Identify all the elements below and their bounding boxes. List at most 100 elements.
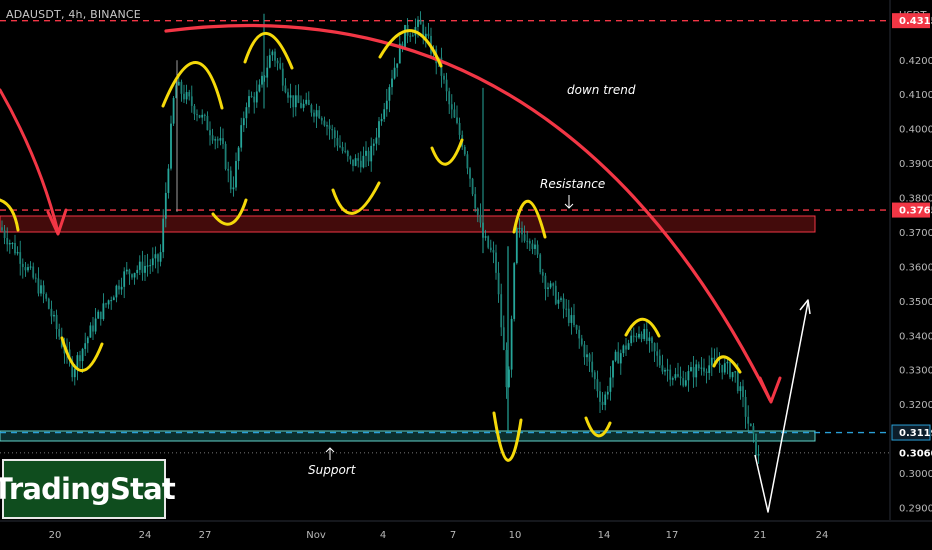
candle-body — [141, 261, 144, 273]
candle-body — [227, 168, 230, 171]
candle-body — [638, 333, 640, 338]
candle-body — [248, 96, 250, 108]
candle-body — [128, 269, 131, 275]
candle-body — [463, 146, 466, 155]
candle-body — [237, 147, 240, 162]
candle-body — [391, 78, 393, 88]
candle-body — [224, 143, 227, 169]
candle-body — [443, 75, 445, 80]
candle-body — [110, 300, 113, 302]
candle-body — [196, 114, 198, 116]
candle-body — [89, 325, 92, 338]
mark-11 — [584, 416, 612, 438]
candle-body — [253, 96, 256, 103]
candle-body — [118, 285, 120, 290]
candle-body — [94, 318, 97, 332]
candle-body — [526, 240, 529, 242]
candle-body — [133, 273, 136, 278]
candle-body — [112, 297, 115, 301]
candle-body — [268, 55, 271, 68]
candle-body — [630, 335, 633, 344]
candle-body — [14, 242, 16, 254]
candle-body — [747, 416, 750, 424]
candle-body — [188, 92, 191, 97]
candle-body — [466, 154, 469, 169]
y-tick-label: 0.4000 — [899, 125, 932, 136]
candle-body — [333, 130, 336, 138]
candle-body — [341, 146, 344, 151]
candle-body — [752, 426, 755, 434]
candles-layer — [1, 11, 760, 464]
candle-body — [687, 371, 690, 381]
candle-body — [417, 19, 419, 27]
x-tick-label: 10 — [509, 530, 522, 541]
candle-body — [573, 315, 575, 325]
candle-body — [609, 377, 612, 392]
candle-body — [32, 266, 35, 278]
candle-body — [505, 350, 508, 388]
candle-body — [682, 378, 685, 386]
candle-body — [502, 327, 505, 351]
candle-body — [84, 343, 87, 349]
x-tick-label: 24 — [139, 530, 152, 541]
candle-body — [157, 254, 159, 262]
candle-body — [541, 272, 544, 276]
candle-body — [294, 95, 297, 108]
candle-body — [107, 300, 110, 305]
candle-body — [380, 119, 383, 122]
candle-body — [736, 371, 739, 392]
price-level-tag — [892, 445, 930, 461]
candle-body — [713, 357, 716, 360]
candle-body — [292, 95, 295, 108]
candle-body — [487, 236, 490, 248]
y-tick-label: 0.2900 — [899, 503, 932, 514]
candle-body — [307, 99, 310, 105]
candle-body — [318, 110, 321, 118]
candle-body — [684, 380, 687, 386]
candle-body — [346, 150, 349, 157]
candle-body — [378, 121, 380, 138]
candle-body — [144, 265, 146, 273]
candle-body — [16, 252, 19, 254]
candle-body — [570, 315, 573, 323]
candle-body — [635, 335, 638, 338]
candle-body — [245, 107, 248, 119]
candle-body — [97, 311, 100, 319]
candle-body — [240, 125, 243, 148]
candle-body — [619, 353, 622, 364]
candle-body — [354, 158, 357, 166]
price-axis[interactable]: 0.4200 0.4100 0.4000 0.3900 0.3800 0.3700 0.36… — [891, 13, 932, 514]
mark-3 — [161, 61, 224, 110]
candle-body — [313, 112, 315, 117]
candle-body — [284, 85, 287, 93]
candle-body — [370, 145, 373, 162]
candle-body — [120, 286, 123, 290]
candle-body — [666, 369, 669, 371]
candle-body — [138, 261, 141, 270]
candle-body — [3, 230, 6, 238]
candle-body — [372, 143, 375, 146]
candle-body — [136, 269, 139, 274]
candle-body — [404, 24, 406, 49]
candle-body — [68, 349, 71, 360]
candle-body — [513, 263, 516, 319]
candle-body — [76, 355, 79, 369]
candle-body — [515, 227, 518, 264]
candle-body — [21, 263, 24, 268]
candle-body — [450, 104, 453, 110]
resistance-label: Resistance — [540, 177, 605, 191]
candle-body — [474, 194, 477, 209]
candle-body — [45, 293, 48, 299]
candle-body — [289, 95, 292, 98]
candle-body — [367, 150, 370, 162]
candle-body — [690, 367, 692, 372]
candle-body — [146, 265, 149, 267]
time-axis[interactable]: 20 24 27 Nov 4 7 10 14 17 21 24 — [49, 530, 829, 541]
candle-body — [232, 187, 235, 190]
pattern-marks — [0, 29, 742, 462]
candle-body — [388, 87, 391, 101]
mark-4 — [211, 198, 248, 226]
candle-body — [617, 351, 620, 364]
